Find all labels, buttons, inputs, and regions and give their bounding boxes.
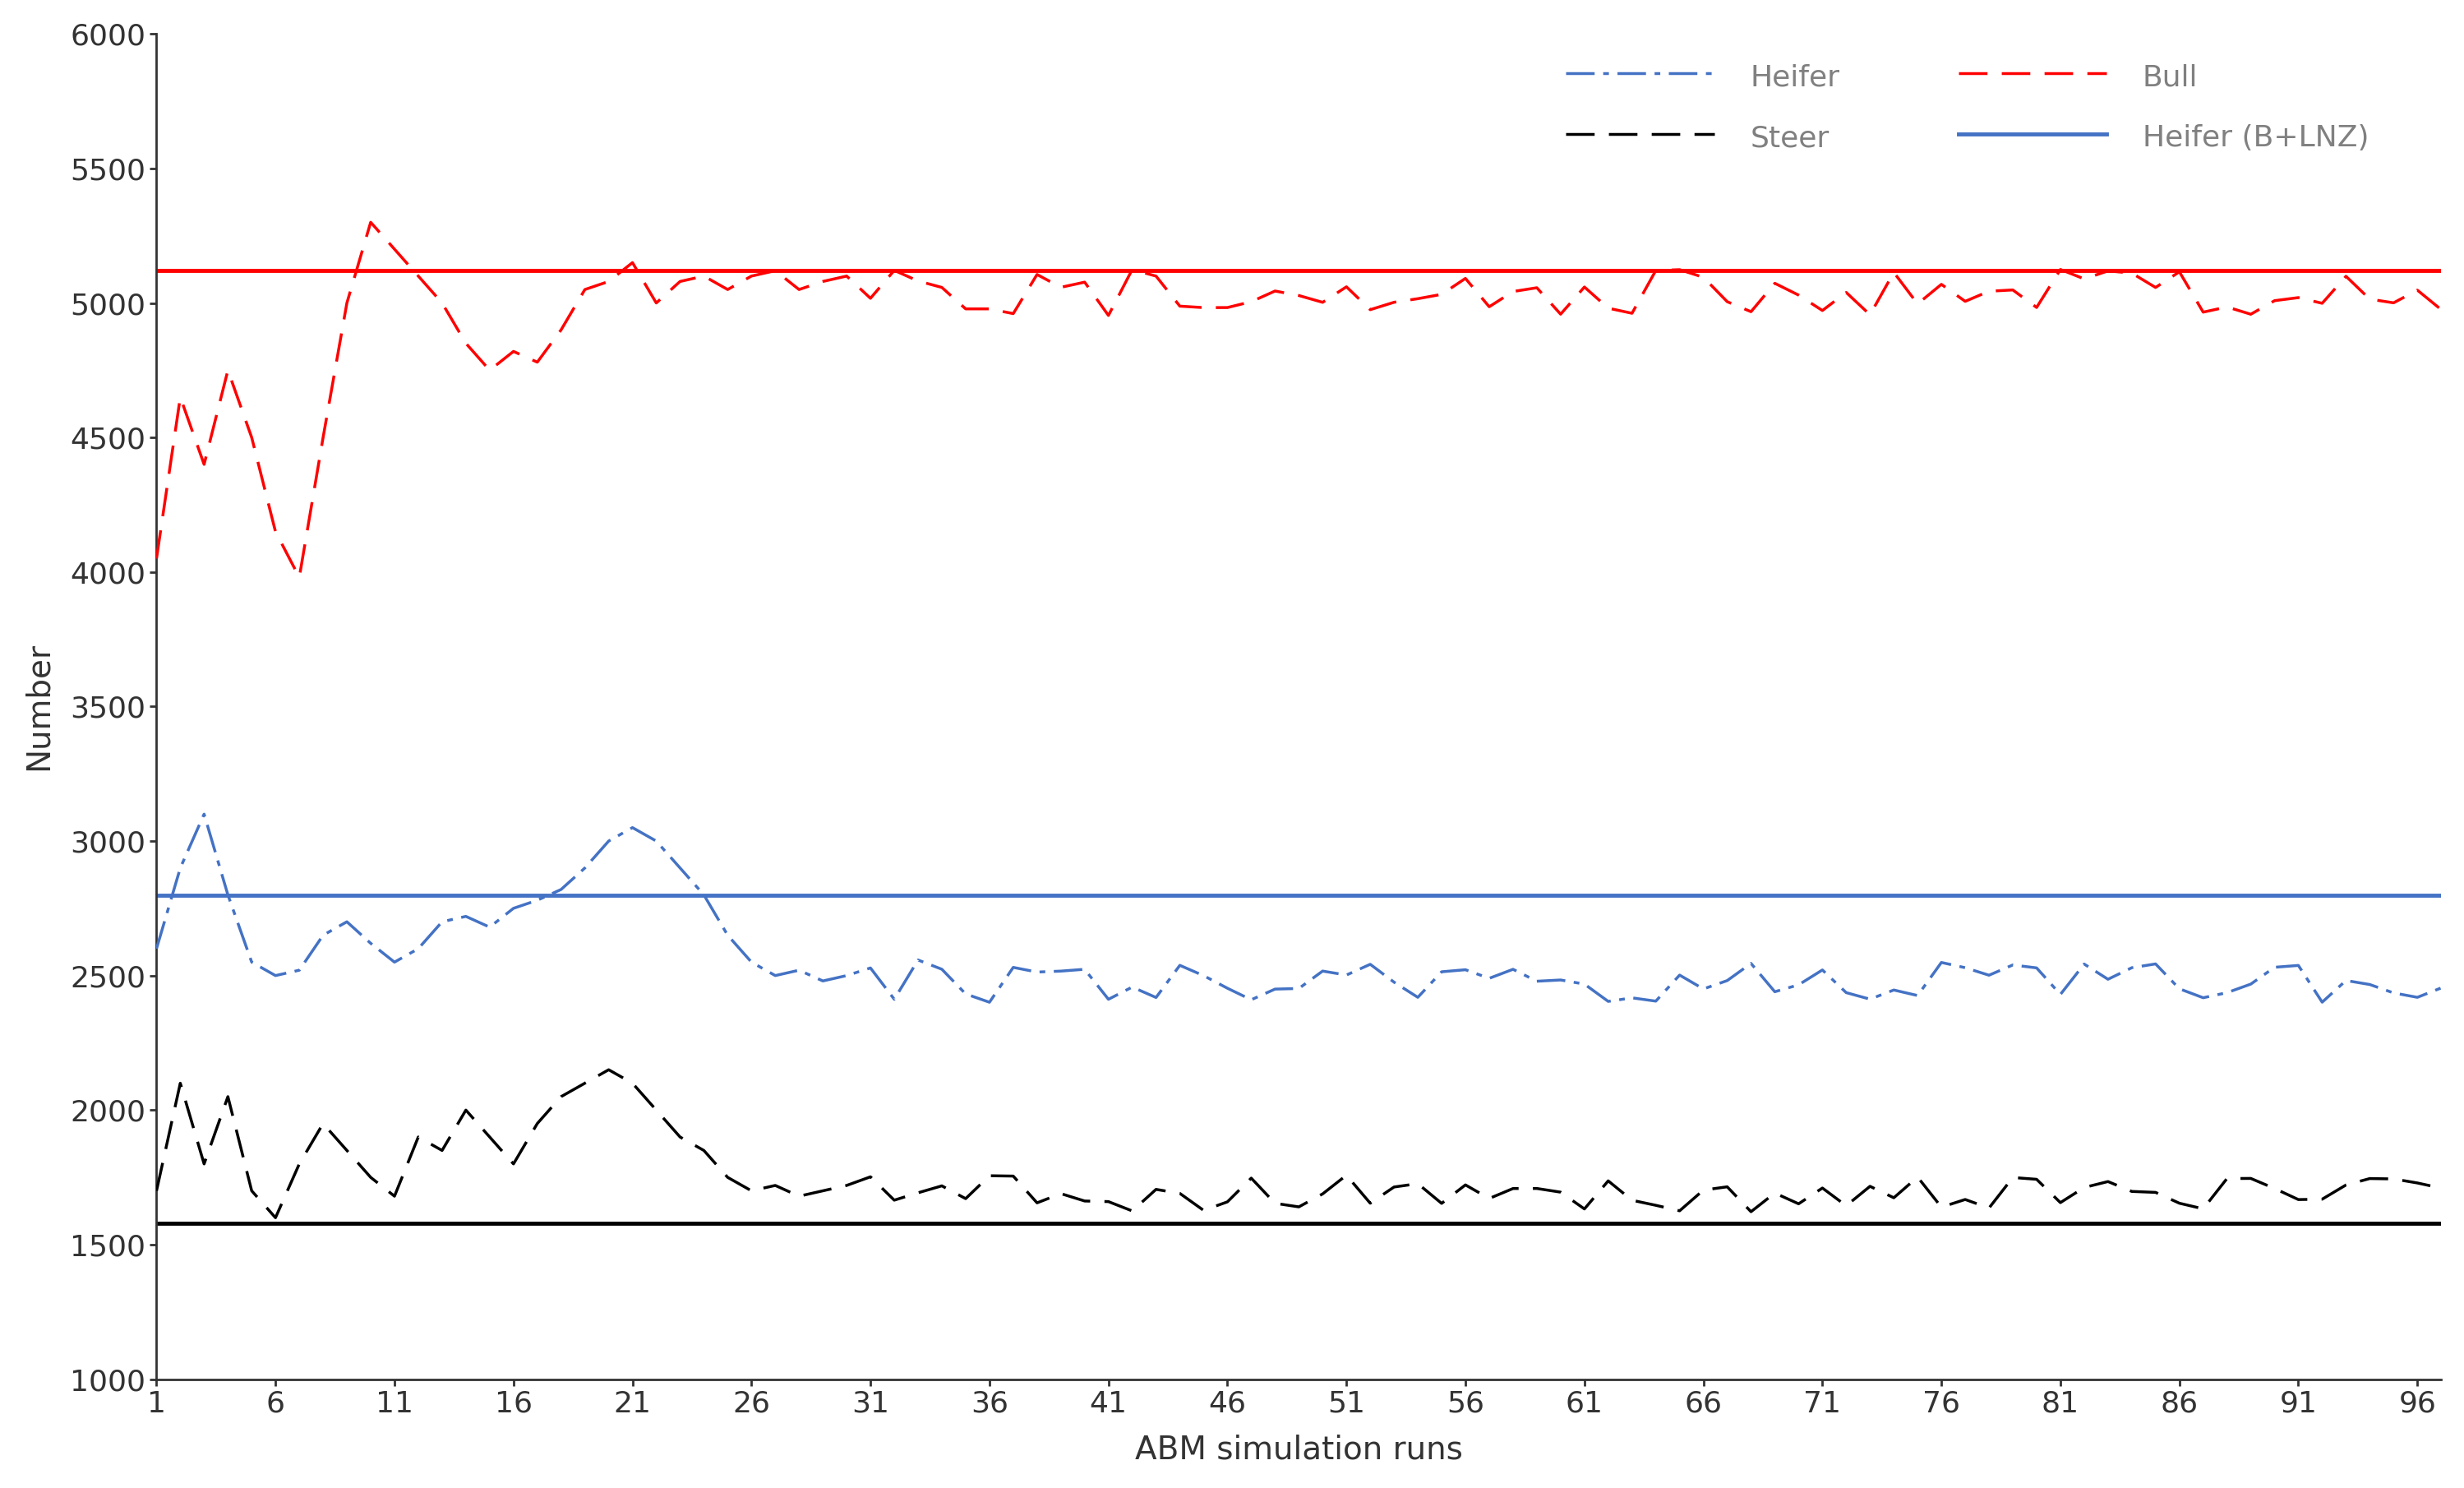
Y-axis label: Number: Number: [22, 643, 54, 771]
X-axis label: ABM simulation runs: ABM simulation runs: [1136, 1434, 1464, 1466]
Legend: Heifer, Steer, Bull, Heifer (B+LNZ): Heifer, Steer, Bull, Heifer (B+LNZ): [1555, 49, 2380, 164]
